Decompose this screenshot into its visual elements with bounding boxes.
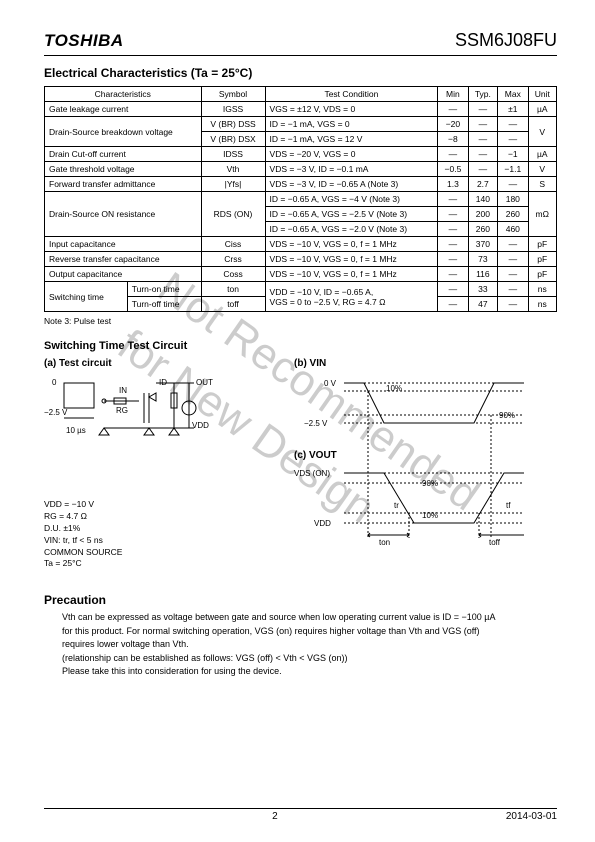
spec-table: Characteristics Symbol Test Condition Mi…: [44, 86, 557, 312]
svg-vdson: VDS (ON): [294, 469, 330, 478]
svg-0v: 0: [52, 378, 57, 387]
th-symbol: Symbol: [201, 87, 265, 102]
test-circuit-svg: 0 −2.5 V 10 µs IN RG ID OUT: [44, 373, 274, 493]
svg-rg: RG: [116, 406, 128, 415]
note3: Note 3: Pulse test: [44, 316, 557, 326]
svg-toff: toff: [489, 538, 501, 547]
svg-ton: ton: [379, 538, 390, 547]
info6: Ta = 25°C: [44, 558, 274, 570]
prec-l3: requires lower voltage than Vth.: [62, 638, 557, 652]
prec-l1: Vth can be expressed as voltage between …: [62, 611, 557, 625]
svg-10b: 10%: [422, 511, 438, 520]
section-electrical: Electrical Characteristics (Ta = 25°C): [44, 66, 557, 80]
svg-10us: 10 µs: [66, 426, 86, 435]
th-char: Characteristics: [45, 87, 202, 102]
svg-in: IN: [119, 386, 127, 395]
svg-vdd2: VDD: [314, 519, 331, 528]
precaution-text: Vth can be expressed as voltage between …: [62, 611, 557, 679]
svg-90b: 90%: [422, 479, 438, 488]
info2: RG = 4.7 Ω: [44, 511, 274, 523]
circuit-info: VDD = −10 V RG = 4.7 Ω D.U. ±1% VIN: tr,…: [44, 499, 274, 570]
label-a: (a) Test circuit: [44, 358, 274, 369]
svg-90a: 90%: [499, 411, 515, 420]
th-unit: Unit: [528, 87, 557, 102]
label-c: (c) VOUT: [294, 450, 337, 461]
footer-date: 2014-03-01: [506, 811, 557, 822]
info4: VIN: tr, tf < 5 ns: [44, 535, 274, 547]
section-switching: Switching Time Test Circuit: [44, 340, 557, 352]
svg-tr: tr: [394, 501, 399, 510]
svg-vdd: VDD: [192, 421, 209, 430]
svg-25v: −2.5 V: [44, 408, 68, 417]
th-max: Max: [498, 87, 528, 102]
label-b: (b) VIN: [294, 358, 557, 369]
svg-out: OUT: [196, 378, 213, 387]
svg-zero: 0 V: [324, 379, 337, 388]
prec-l2: for this product. For normal switching o…: [62, 625, 557, 639]
th-min: Min: [438, 87, 468, 102]
prec-l4: (relationship can be established as foll…: [62, 652, 557, 666]
page-number: 2: [272, 811, 278, 822]
svg-25v2: −2.5 V: [304, 419, 328, 428]
svg-tf: tf: [506, 501, 511, 510]
circuits-container: (a) Test circuit 0 −2.5 V 10 µs IN RG ID…: [44, 358, 557, 575]
info3: D.U. ±1%: [44, 523, 274, 535]
precaution-title: Precaution: [44, 593, 557, 607]
info1: VDD = −10 V: [44, 499, 274, 511]
table-header-row: Characteristics Symbol Test Condition Mi…: [45, 87, 557, 102]
prec-l5: Please take this into consideration for …: [62, 665, 557, 679]
th-cond: Test Condition: [265, 87, 438, 102]
th-typ: Typ.: [468, 87, 498, 102]
info5: COMMON SOURCE: [44, 547, 274, 559]
logo: TOSHIBA: [44, 31, 124, 51]
svg-10a: 10%: [386, 384, 402, 393]
part-number: SSM6J08FU: [455, 30, 557, 51]
page-header: TOSHIBA SSM6J08FU: [44, 30, 557, 56]
page-footer: 2 2014-03-01: [44, 808, 557, 822]
waveform-svg: 0 V −2.5 V 10% 90% (c) VOUT VDS (ON) VDD…: [294, 373, 544, 573]
